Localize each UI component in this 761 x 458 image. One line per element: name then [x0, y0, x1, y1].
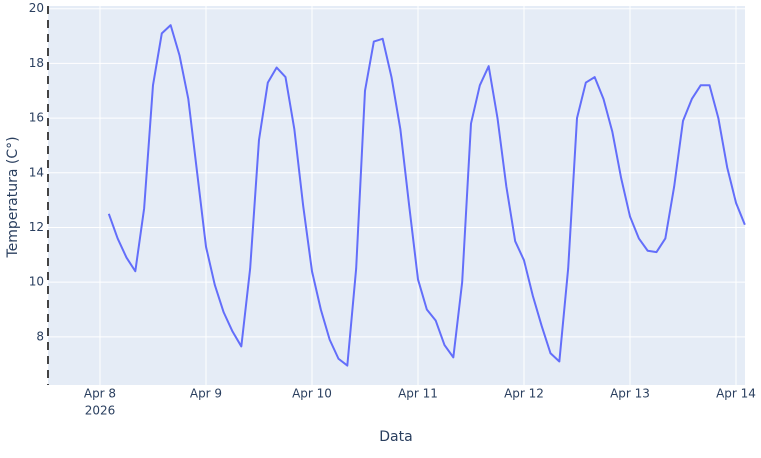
y-tick-label: 18: [29, 56, 44, 70]
x-tick-label: Apr 8: [84, 387, 116, 401]
y-tick-label: 10: [29, 275, 44, 289]
plot-background: [48, 6, 745, 385]
y-tick-label: 14: [29, 165, 44, 179]
x-tick-label: Apr 10: [292, 387, 332, 401]
x-tick-label: Apr 13: [610, 387, 650, 401]
x-tick-label: Apr 9: [190, 387, 222, 401]
y-tick-label: 16: [29, 111, 44, 125]
x-axis-title: Data: [379, 429, 412, 445]
line-series: [107, 24, 746, 367]
x-tick-sublabel: 2026: [85, 404, 116, 418]
x-tick-label: Apr 12: [504, 387, 544, 401]
y-tick-label: 20: [29, 1, 44, 15]
y-tick-label: 8: [36, 329, 44, 343]
y-axis-title: Temperatura (C°): [5, 136, 21, 258]
x-tick-label: Apr 14: [716, 387, 756, 401]
x-tick-label: Apr 11: [398, 387, 438, 401]
y-tick-label: 12: [29, 220, 44, 234]
